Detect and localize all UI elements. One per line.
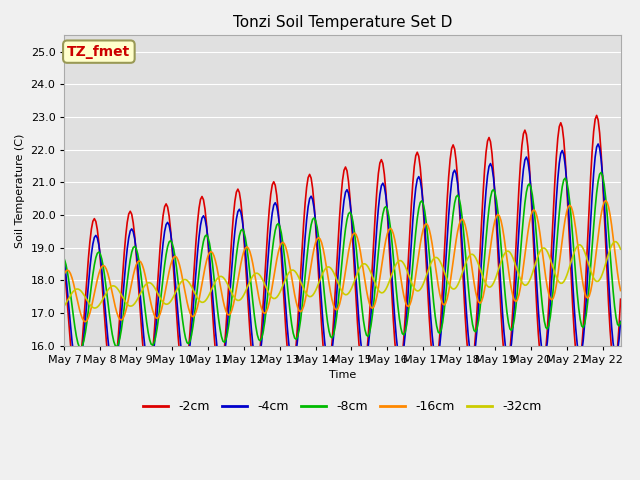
- -8cm: [155, 314, 163, 320]
- -8cm: [77, 345, 84, 351]
- -2cm: [212, 348, 220, 354]
- -2cm: [593, 112, 600, 118]
- -4cm: [569, 280, 577, 286]
- -32cm: [152, 287, 159, 292]
- -8cm: [612, 315, 620, 321]
- -32cm: [88, 303, 95, 309]
- Legend: -2cm, -4cm, -8cm, -16cm, -32cm: -2cm, -4cm, -8cm, -16cm, -32cm: [138, 396, 547, 418]
- -16cm: [155, 314, 163, 320]
- -16cm: [612, 259, 620, 264]
- Line: -2cm: -2cm: [65, 115, 621, 381]
- -16cm: [617, 288, 625, 293]
- -4cm: [61, 259, 68, 264]
- -4cm: [152, 328, 159, 334]
- Line: -8cm: -8cm: [65, 172, 621, 348]
- Line: -4cm: -4cm: [65, 144, 621, 372]
- -2cm: [72, 378, 80, 384]
- -32cm: [569, 253, 577, 259]
- -8cm: [152, 334, 159, 340]
- Line: -32cm: -32cm: [65, 242, 621, 308]
- -16cm: [89, 298, 97, 303]
- -4cm: [595, 141, 602, 147]
- -16cm: [81, 319, 89, 324]
- -16cm: [61, 271, 68, 276]
- -4cm: [212, 328, 220, 334]
- -8cm: [61, 257, 68, 263]
- -8cm: [597, 169, 605, 175]
- -2cm: [155, 265, 163, 271]
- -8cm: [569, 234, 577, 240]
- -4cm: [155, 291, 163, 297]
- -32cm: [617, 246, 625, 252]
- Text: TZ_fmet: TZ_fmet: [67, 45, 131, 59]
- X-axis label: Time: Time: [329, 370, 356, 380]
- -2cm: [152, 310, 159, 316]
- -16cm: [569, 209, 577, 215]
- -4cm: [89, 241, 97, 247]
- -32cm: [611, 239, 618, 245]
- -8cm: [212, 288, 220, 294]
- -4cm: [612, 353, 620, 359]
- -16cm: [212, 258, 220, 264]
- -32cm: [61, 303, 68, 309]
- -2cm: [89, 218, 97, 224]
- -8cm: [617, 319, 625, 325]
- -8cm: [89, 272, 97, 277]
- -32cm: [212, 278, 220, 284]
- -2cm: [61, 263, 68, 268]
- -16cm: [602, 198, 609, 204]
- Y-axis label: Soil Temperature (C): Soil Temperature (C): [15, 133, 25, 248]
- -4cm: [617, 319, 625, 324]
- -32cm: [155, 292, 163, 298]
- -2cm: [612, 358, 620, 363]
- -32cm: [90, 305, 98, 311]
- -2cm: [569, 304, 577, 310]
- -2cm: [617, 296, 625, 302]
- -4cm: [74, 369, 82, 374]
- -32cm: [612, 239, 620, 245]
- Title: Tonzi Soil Temperature Set D: Tonzi Soil Temperature Set D: [233, 15, 452, 30]
- Line: -16cm: -16cm: [65, 201, 621, 322]
- -16cm: [152, 315, 159, 321]
